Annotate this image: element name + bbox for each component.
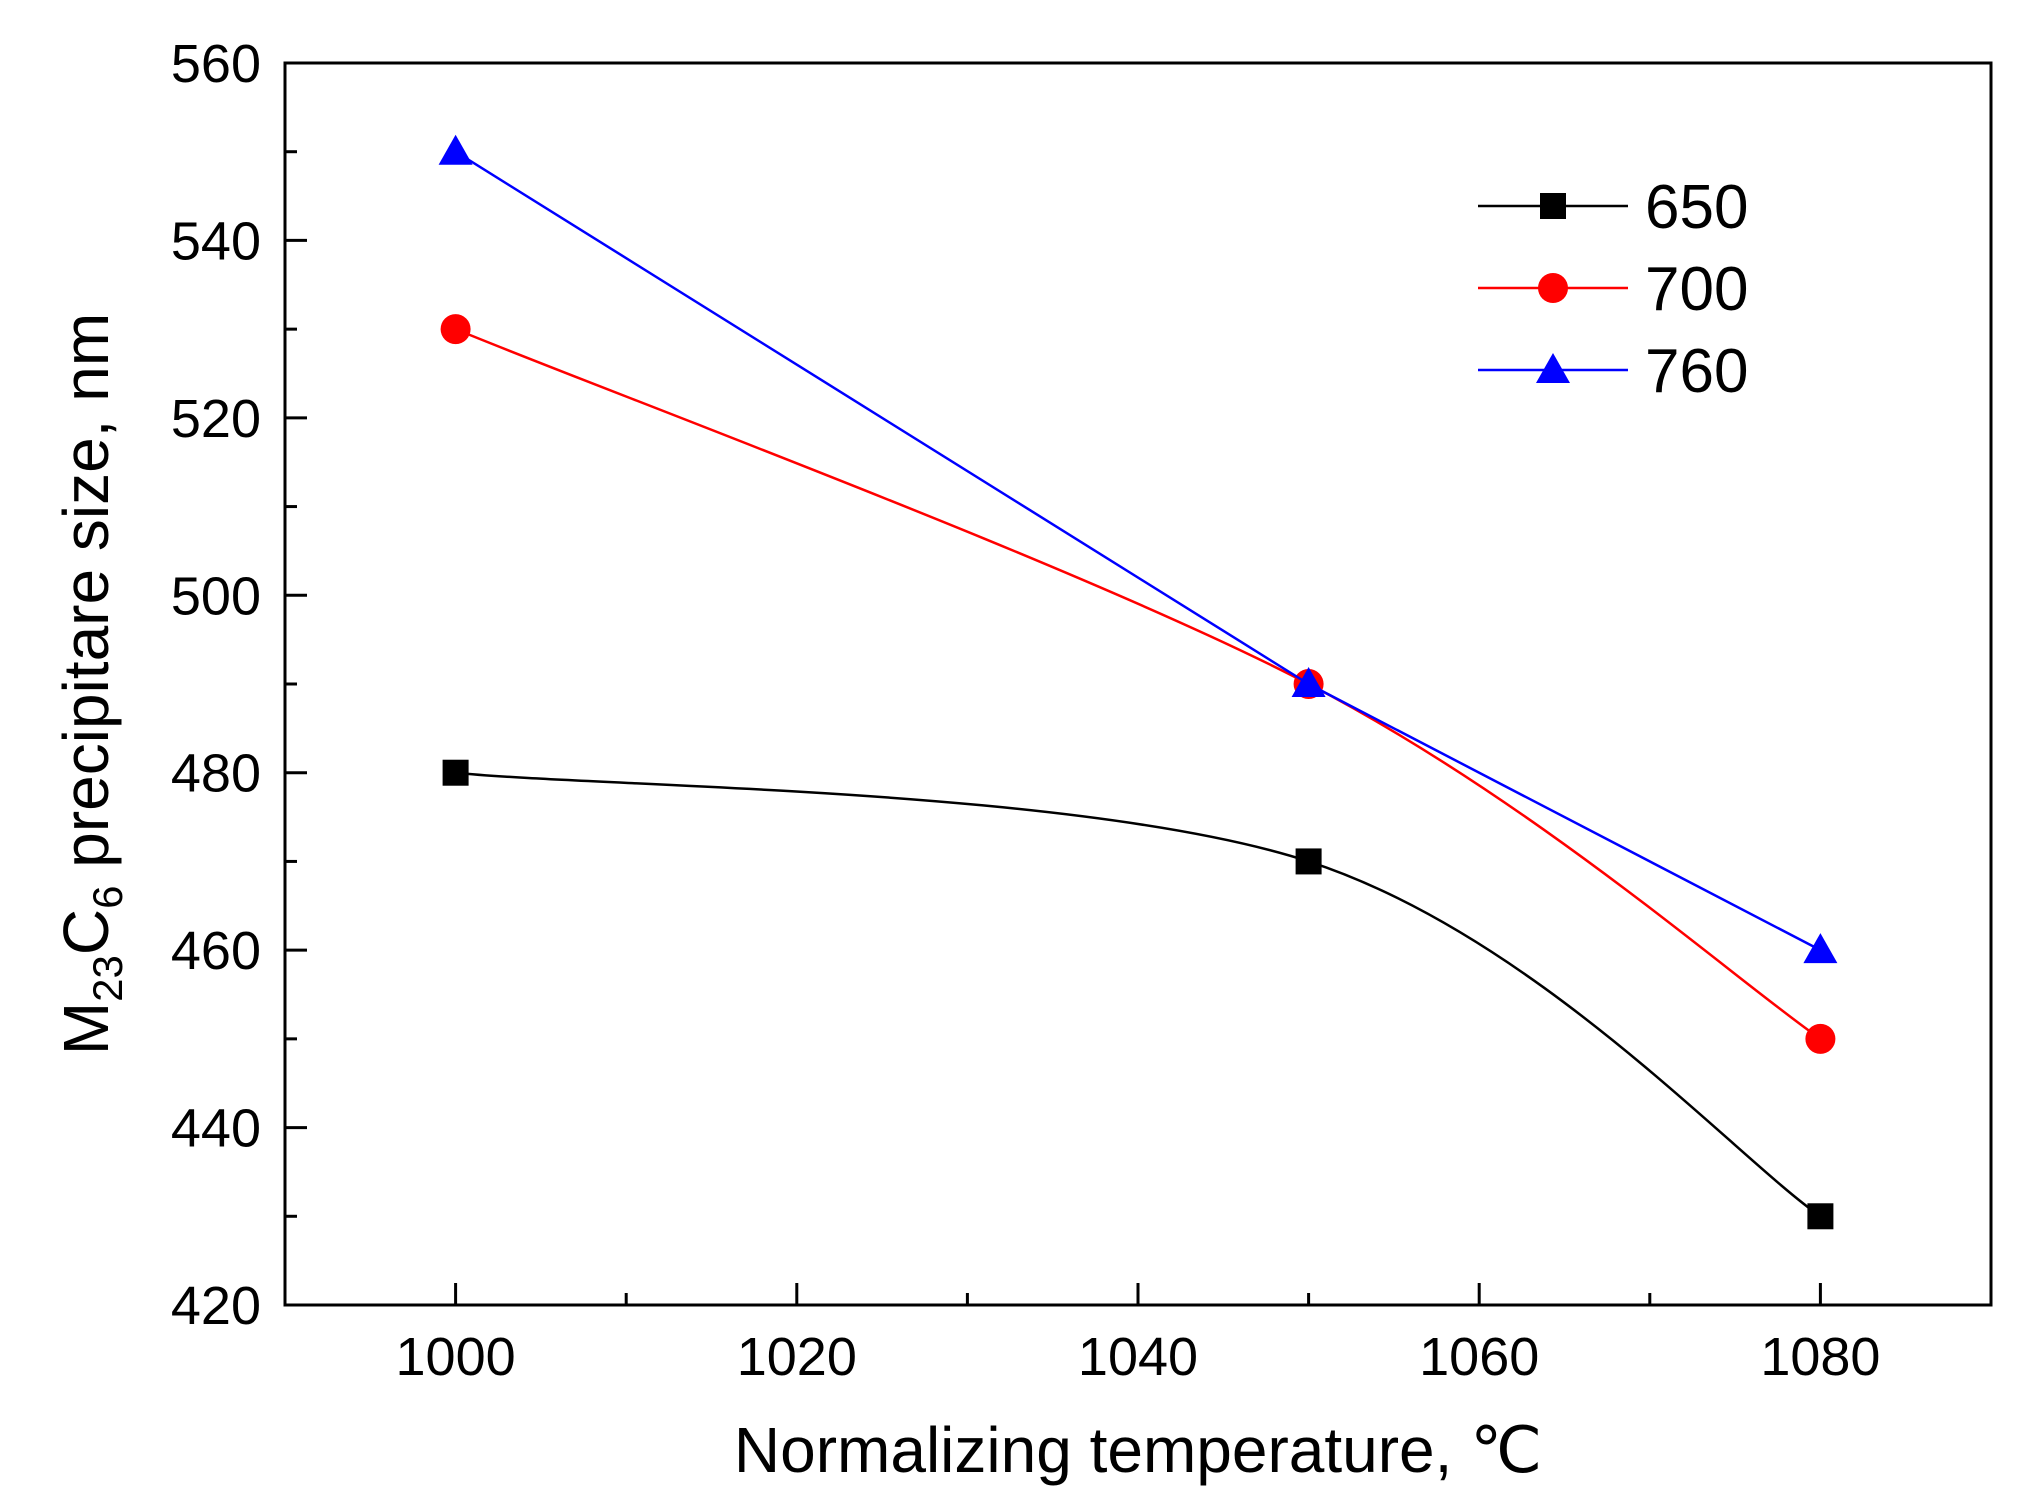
series-group bbox=[438, 134, 1838, 1230]
data-point-760 bbox=[438, 134, 473, 165]
x-tick-label: 1040 bbox=[1078, 1327, 1198, 1387]
y-tick-label: 420 bbox=[171, 1276, 261, 1336]
legend: 650 700 760 bbox=[1478, 173, 1748, 406]
data-point-650 bbox=[1807, 1203, 1834, 1230]
data-point-760 bbox=[1291, 667, 1326, 697]
data-point-700 bbox=[440, 314, 471, 345]
y-axis-title: M23C6 precipitare size, nm bbox=[50, 313, 131, 1055]
legend-marker-700 bbox=[1538, 273, 1568, 303]
y-tick-label: 460 bbox=[171, 921, 261, 981]
x-tick-label: 1000 bbox=[396, 1327, 516, 1387]
legend-label-650: 650 bbox=[1645, 173, 1748, 242]
y-axis-title-mid: C bbox=[50, 909, 122, 955]
data-point-650 bbox=[442, 759, 469, 786]
data-point-700 bbox=[1805, 1023, 1836, 1054]
legend-marker-760 bbox=[1536, 353, 1570, 383]
series-line-760 bbox=[454, 150, 1821, 952]
y-tick-label: 480 bbox=[171, 744, 261, 804]
x-tick-label: 1060 bbox=[1419, 1327, 1539, 1387]
x-tick-label: 1080 bbox=[1760, 1327, 1880, 1387]
legend-label-760: 760 bbox=[1645, 337, 1748, 406]
y-tick-label: 500 bbox=[171, 566, 261, 626]
x-tick-label: 1020 bbox=[737, 1327, 857, 1387]
y-axis-title-suffix: precipitare size, nm bbox=[50, 313, 122, 886]
data-point-760 bbox=[1803, 933, 1838, 964]
y-tick-label: 440 bbox=[171, 1099, 261, 1159]
series-line-700 bbox=[455, 327, 1822, 1040]
plot-frame bbox=[283, 61, 1993, 1307]
axis-ticks: 1000 1020 1040 1060 1080 420 440 460 480 500 520 54… bbox=[171, 34, 1881, 1387]
series-line-650 bbox=[455, 771, 1822, 1218]
legend-label-700: 700 bbox=[1645, 255, 1748, 324]
x-axis-title: Normalizing temperature, ℃ bbox=[734, 1414, 1542, 1486]
data-point-650 bbox=[1295, 848, 1322, 875]
legend-marker-650 bbox=[1540, 193, 1566, 219]
y-axis-title-sub1: 23 bbox=[84, 955, 131, 1002]
y-axis-title-prefix: M bbox=[50, 1002, 122, 1055]
y-axis-title-sub2: 6 bbox=[84, 886, 131, 909]
y-tick-label: 560 bbox=[171, 34, 261, 94]
y-tick-label: 520 bbox=[171, 389, 261, 449]
y-tick-label: 540 bbox=[171, 211, 261, 271]
